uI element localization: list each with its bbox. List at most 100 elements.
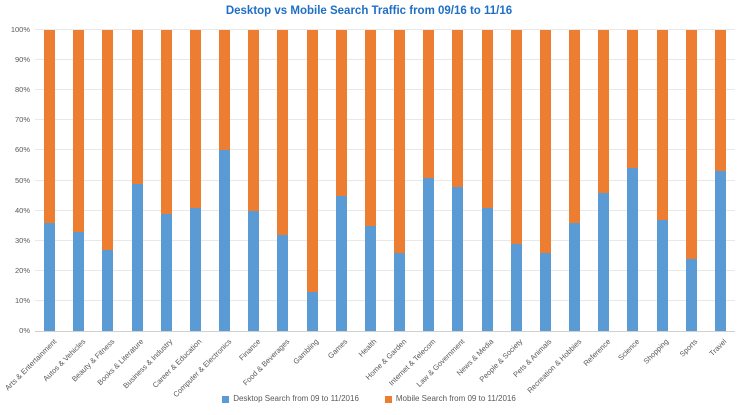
bar-segment-mobile — [364, 30, 376, 226]
bar-news-media — [481, 30, 493, 331]
bar-segment-mobile — [714, 30, 726, 172]
gridline — [35, 29, 735, 30]
y-tick-label: 100% — [10, 25, 30, 34]
y-tick-label: 70% — [14, 115, 30, 125]
bar-segment-desktop — [510, 243, 522, 331]
bar-segment-desktop — [248, 210, 260, 331]
bar-games — [335, 30, 347, 331]
bar-segment-desktop — [335, 195, 347, 331]
bar-segment-desktop — [569, 222, 581, 331]
bar-food-beverages — [277, 30, 289, 331]
bar-science — [627, 30, 639, 331]
bar-segment-desktop — [306, 291, 318, 331]
bar-segment-mobile — [73, 30, 85, 232]
bar-segment-desktop — [627, 168, 639, 331]
bar-segment-mobile — [131, 30, 143, 184]
bar-segment-desktop — [714, 171, 726, 331]
bar-reference — [598, 30, 610, 331]
bar-segment-mobile — [452, 30, 464, 187]
gridline — [35, 299, 735, 301]
bar-career-education — [189, 30, 201, 331]
bar-segment-mobile — [160, 30, 172, 214]
bar-pets-animals — [539, 30, 551, 331]
y-tick-label: 40% — [14, 205, 30, 215]
bar-segment-mobile — [277, 30, 289, 235]
y-tick-label: 10% — [14, 295, 30, 305]
bar-segment-desktop — [539, 252, 551, 331]
bar-gambling — [306, 30, 318, 331]
y-tick-label: 80% — [14, 85, 30, 95]
bar-segment-mobile — [481, 30, 493, 208]
bar-law-government — [452, 30, 464, 331]
bar-segment-mobile — [539, 30, 551, 253]
bar-segment-mobile — [394, 30, 406, 253]
bar-segment-mobile — [335, 30, 347, 196]
bar-segment-desktop — [277, 234, 289, 331]
bar-autos-vehicles — [73, 30, 85, 331]
chart-title: Desktop vs Mobile Search Traffic from 09… — [225, 5, 513, 17]
bar-segment-desktop — [452, 186, 464, 331]
bar-segment-desktop — [102, 249, 114, 331]
bar-segment-desktop — [131, 183, 143, 331]
y-tick-label: 30% — [14, 235, 30, 245]
bar-segment-desktop — [73, 231, 85, 331]
bar-health — [364, 30, 376, 331]
bar-segment-desktop — [160, 213, 172, 331]
gridline — [35, 149, 735, 151]
bar-segment-mobile — [219, 30, 231, 151]
bar-travel — [714, 30, 726, 331]
bar-segment-mobile — [656, 30, 668, 220]
bar-segment-mobile — [423, 30, 435, 178]
bar-shopping — [656, 30, 668, 331]
bar-segment-mobile — [569, 30, 581, 223]
bar-segment-desktop — [364, 225, 376, 331]
bar-segment-mobile — [685, 30, 697, 259]
legend-label-desktop: Desktop Search from 09 to 11/2016 — [233, 394, 359, 403]
legend: Desktop Search from 09 to 11/2016 Mobile… — [0, 394, 738, 404]
bar-computer-electronics — [219, 30, 231, 331]
y-tick-label: 20% — [14, 265, 30, 275]
bar-segment-desktop — [598, 192, 610, 331]
bar-segment-mobile — [306, 30, 318, 292]
y-tick-label: 90% — [14, 55, 30, 65]
gridline — [35, 119, 735, 121]
bar-segment-desktop — [189, 207, 201, 331]
bar-internet-telecom — [423, 30, 435, 331]
bar-books-literature — [131, 30, 143, 331]
bar-segment-desktop — [219, 150, 231, 331]
bar-segment-desktop — [481, 207, 493, 331]
bar-segment-desktop — [685, 258, 697, 331]
bar-home-garden — [394, 30, 406, 331]
legend-item-desktop: Desktop Search from 09 to 11/2016 — [222, 394, 359, 404]
gridline — [35, 269, 735, 271]
bar-sports — [685, 30, 697, 331]
bar-segment-mobile — [102, 30, 114, 250]
bar-segment-desktop — [423, 177, 435, 331]
bar-people-society — [510, 30, 522, 331]
legend-label-mobile: Mobile Search from 09 to 11/2016 — [395, 394, 516, 403]
bar-segment-mobile — [627, 30, 639, 169]
bar-segment-desktop — [44, 222, 56, 331]
bar-recreation-hobbies — [569, 30, 581, 331]
bar-finance — [248, 30, 260, 331]
gridline — [35, 209, 735, 211]
y-tick-label: 50% — [14, 175, 30, 185]
x-axis-line — [35, 331, 735, 332]
y-tick-label: 0% — [19, 326, 30, 335]
bar-segment-desktop — [656, 219, 668, 331]
bar-business-industry — [160, 30, 172, 331]
gridline — [35, 179, 735, 181]
gridline — [35, 59, 735, 61]
plot-area — [35, 29, 735, 332]
bar-segment-mobile — [598, 30, 610, 193]
gridline — [35, 239, 735, 241]
mobile-series-swatch — [384, 395, 392, 403]
desktop-series-swatch — [222, 395, 230, 403]
legend-item-mobile: Mobile Search from 09 to 11/2016 — [384, 394, 516, 404]
y-tick-label: 60% — [14, 145, 30, 155]
bar-segment-mobile — [44, 30, 56, 223]
bar-segment-mobile — [189, 30, 201, 208]
bar-segment-desktop — [394, 252, 406, 331]
gridline — [35, 89, 735, 91]
